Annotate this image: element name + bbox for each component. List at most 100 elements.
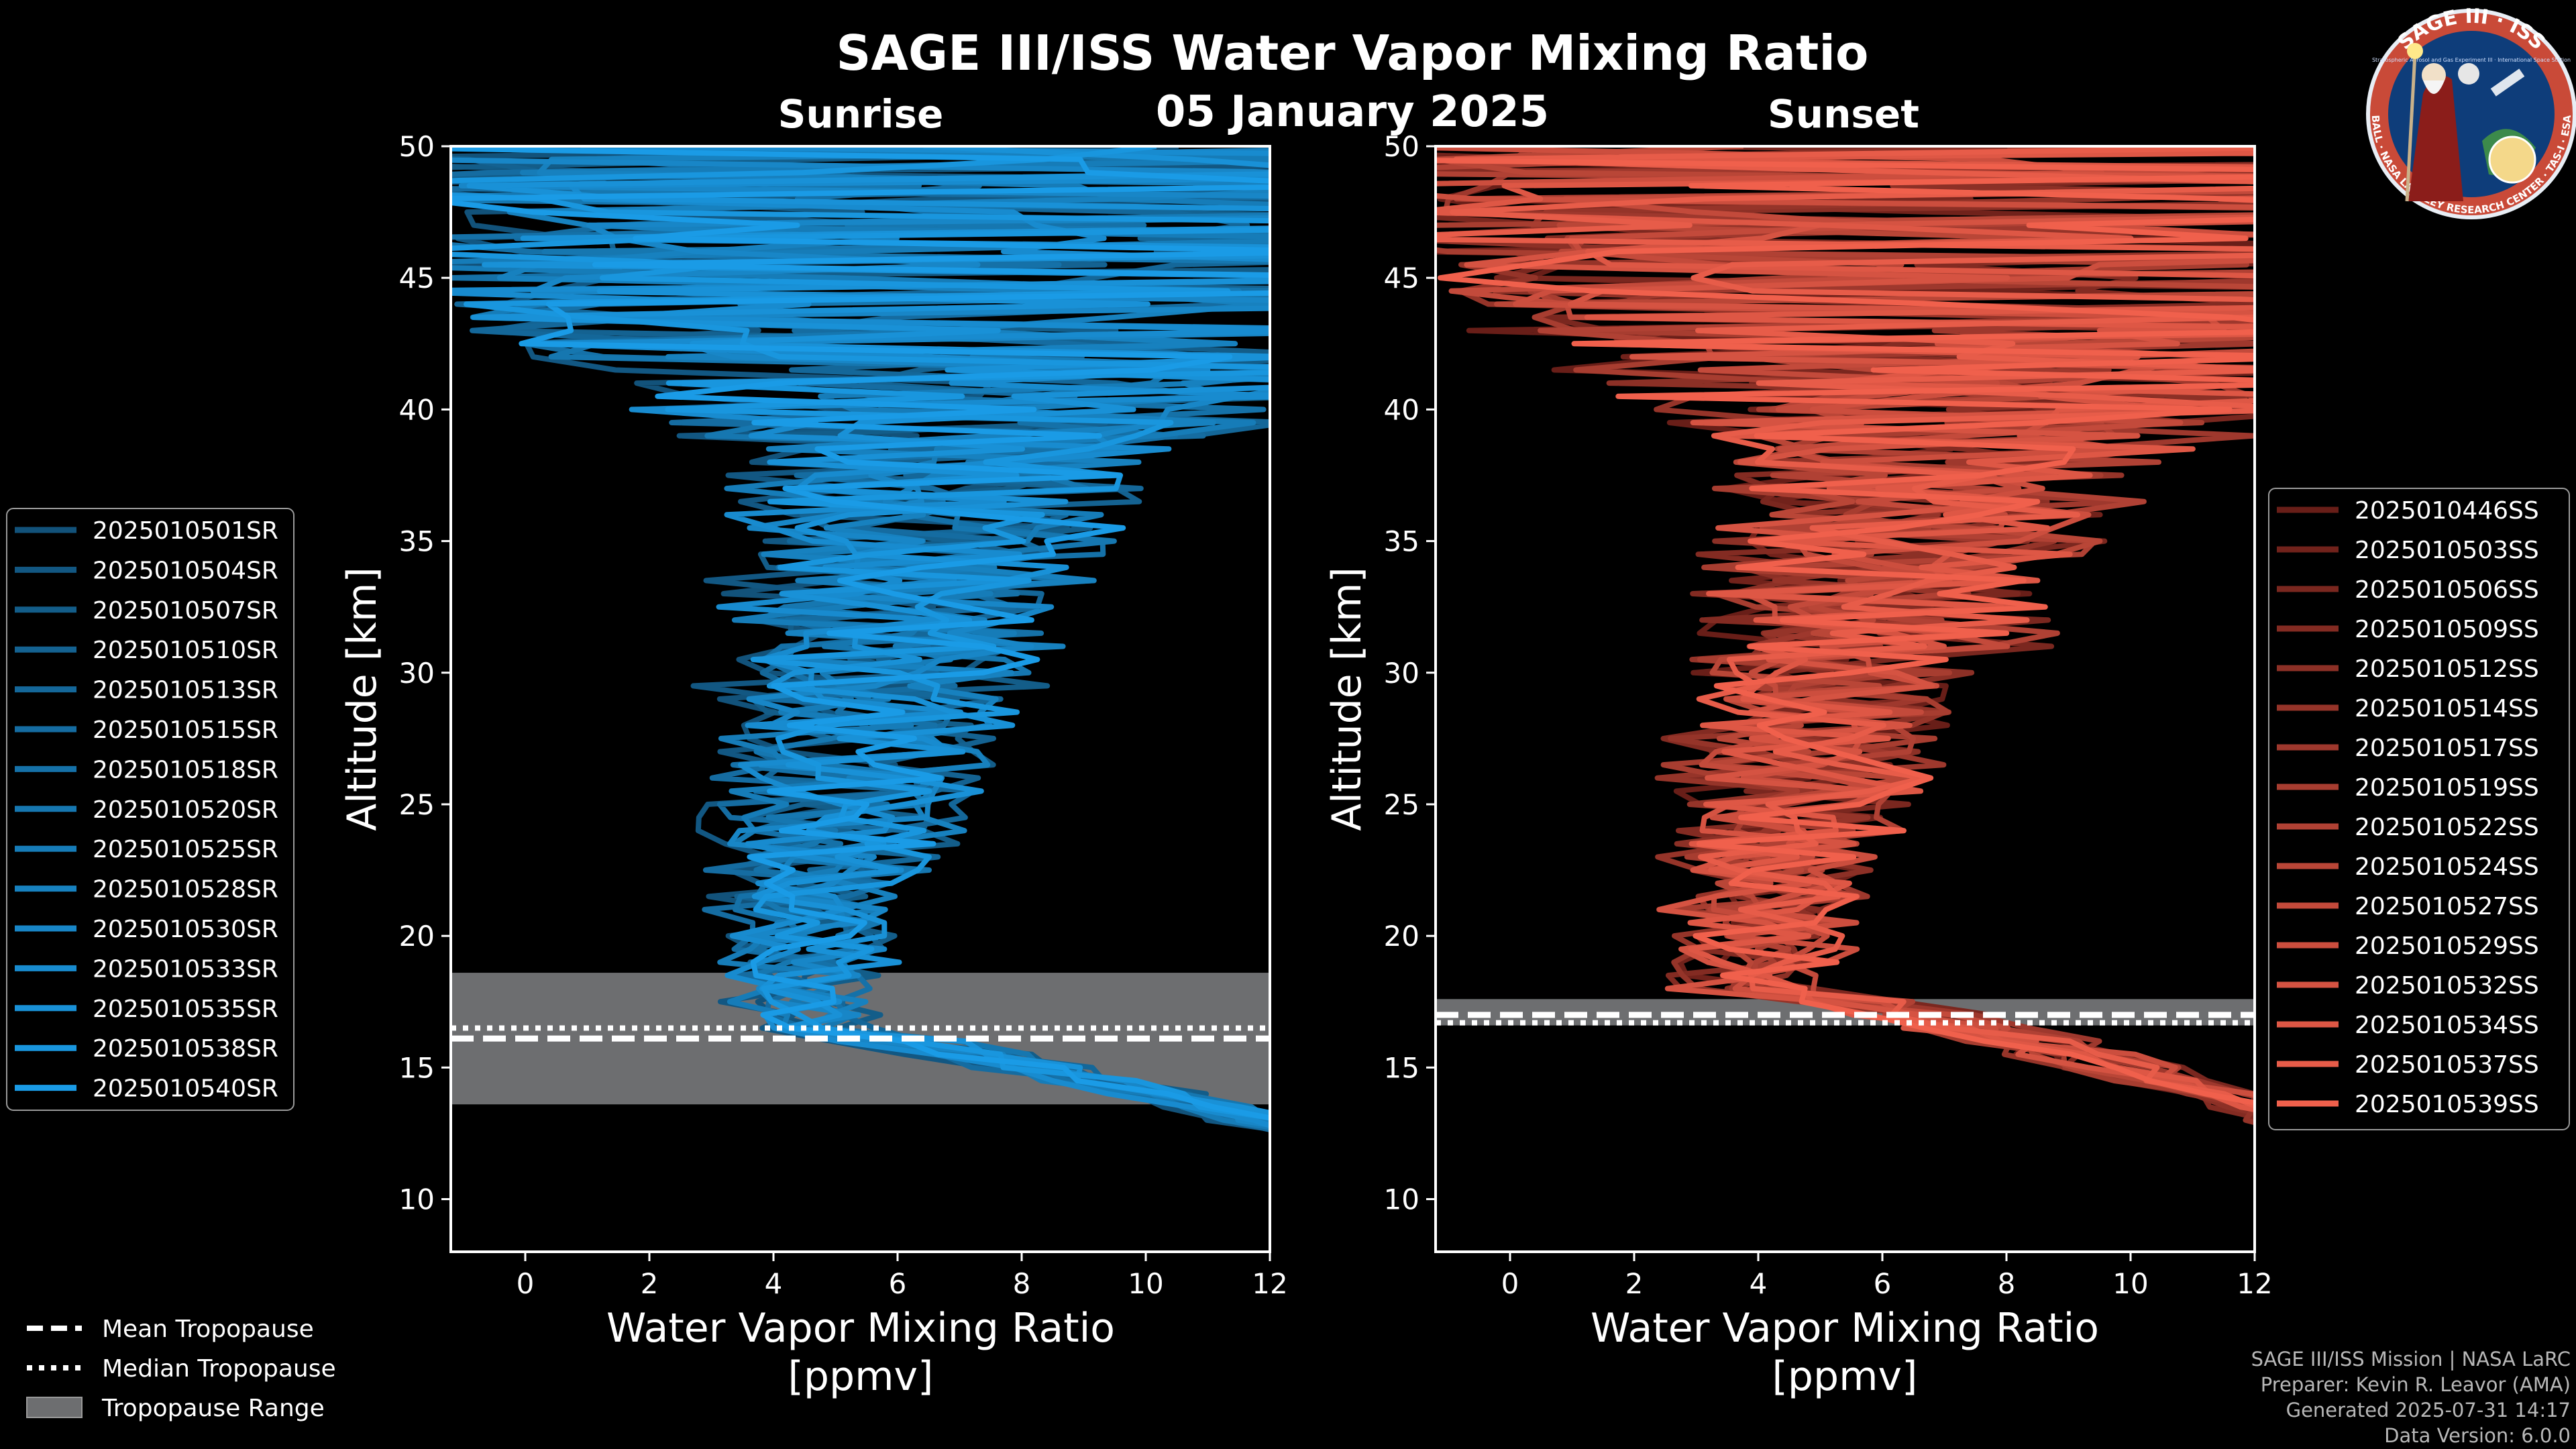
legend-label-2025010539SS: 2025010539SS (2355, 1091, 2539, 1118)
sunset-ytick-label: 45 (1384, 262, 1419, 294)
legend-label-2025010530SR: 2025010530SR (93, 916, 278, 943)
sunrise-xtick-label: 2 (641, 1267, 659, 1300)
chart-title: SAGE III/ISS Water Vapor Mixing Ratio (836, 25, 1868, 81)
badge-figure-beard (2423, 80, 2445, 94)
sunset-ylabel: Altitude [km] (1324, 567, 1371, 831)
legend-label-2025010518SR: 2025010518SR (93, 756, 278, 784)
legend-label-2025010513SR: 2025010513SR (93, 677, 278, 704)
legend-label-2025010510SR: 2025010510SR (93, 637, 278, 664)
sunrise-xtick-label: 4 (765, 1267, 783, 1300)
badge-moon (2458, 63, 2479, 85)
legend-range-swatch (26, 1397, 83, 1418)
legend-label-2025010446SS: 2025010446SS (2355, 497, 2539, 525)
badge-staff (2405, 53, 2417, 202)
sunrise-ytick-label: 40 (399, 393, 435, 426)
footer-generated: Generated 2025-07-31 14:17 (2286, 1399, 2571, 1421)
sunset-ticks: 0 2 4 6 8 10 12 10 15 20 25 30 35 40 45 50 (1384, 130, 2273, 1300)
badge-robe-figure (2408, 75, 2463, 201)
legend-label-2025010507SR: 2025010507SR (93, 597, 278, 625)
legend-label-2025010515SR: 2025010515SR (93, 716, 278, 744)
tropopause-legend: Mean Tropopause Median Tropopause Tropop… (26, 1316, 336, 1422)
sunrise-ytick-label: 35 (399, 525, 435, 558)
sunrise-axes-frame (449, 145, 1271, 1253)
sunset-ytick-label: 50 (1384, 130, 1419, 163)
legend-mean-label: Mean Tropopause (102, 1316, 314, 1343)
sunset-ytick-label: 25 (1384, 788, 1419, 821)
series-line-2025010537SS (1436, 146, 2255, 1109)
sunrise-ytick-label: 15 (399, 1051, 435, 1084)
badge-staff-orb (2407, 43, 2423, 59)
sunset-tropopause-lines (1436, 1012, 2255, 1026)
legend-label-2025010525SR: 2025010525SR (93, 836, 278, 863)
sunrise-ticks: 0 2 4 6 8 10 12 10 15 20 25 30 35 40 45 50 (399, 130, 1288, 1300)
sunrise-ytick-label: 45 (399, 262, 435, 294)
legend-label-2025010514SS: 2025010514SS (2355, 695, 2539, 722)
sunset-xtick-label: 8 (1998, 1267, 2016, 1300)
sunset-xtick-label: 6 (1874, 1267, 1892, 1300)
legend-label-2025010501SR: 2025010501SR (93, 517, 278, 545)
legend-median-label: Median Tropopause (102, 1355, 336, 1383)
legend-label-2025010529SS: 2025010529SS (2355, 932, 2539, 960)
legend-label-2025010517SS: 2025010517SS (2355, 735, 2539, 762)
sunrise-ytick-label: 25 (399, 788, 435, 821)
sunset-legend-frame (2268, 488, 2570, 1130)
sunrise-xtick-label: 8 (1013, 1267, 1031, 1300)
sunrise-panel-title: Sunrise (778, 91, 944, 137)
badge-iss-station (2490, 68, 2525, 97)
sunrise-profile-lines (451, 146, 1270, 1132)
sunset-xtick-label: 2 (1625, 1267, 1644, 1300)
badge-subtitle: Stratospheric Aerosol and Gas Experiment… (2372, 57, 2571, 63)
legend-label-2025010534SS: 2025010534SS (2355, 1012, 2539, 1039)
legend-label-2025010512SS: 2025010512SS (2355, 655, 2539, 683)
sunrise-xunit: [ppmv] (788, 1353, 934, 1400)
chart-date: 05 January 2025 (1156, 87, 1549, 137)
series-line-2025010540SR (451, 146, 1270, 1121)
footer-preparer: Preparer: Kevin R. Leavor (AMA) (2261, 1373, 2571, 1396)
sunrise-ylabel: Altitude [km] (339, 567, 386, 831)
sunset-xtick-label: 10 (2112, 1267, 2148, 1300)
sunrise-ytick-label: 50 (399, 130, 435, 163)
footer-mission: SAGE III/ISS Mission | NASA LaRC (2251, 1348, 2571, 1371)
sunrise-ytick-label: 10 (399, 1183, 435, 1216)
sunset-ytick-label: 35 (1384, 525, 1419, 558)
sunrise-legend-frame (6, 508, 294, 1111)
sunrise-tropopause-lines (451, 1025, 1270, 1042)
series-line-2025010538SR (451, 146, 1270, 1121)
sunset-ytick-label: 40 (1384, 393, 1419, 426)
legend-label-2025010504SR: 2025010504SR (93, 557, 278, 584)
legend-label-2025010506SS: 2025010506SS (2355, 576, 2539, 604)
sunset-ytick-label: 30 (1384, 657, 1419, 690)
legend-label-2025010537SS: 2025010537SS (2355, 1051, 2539, 1079)
sunrise-xtick-label: 0 (517, 1267, 535, 1300)
series-line-2025010539SS (1436, 158, 2255, 1106)
legend-label-2025010535SR: 2025010535SR (93, 996, 278, 1023)
sunset-ytick-label: 10 (1384, 1183, 1419, 1216)
legend-label-2025010540SR: 2025010540SR (93, 1075, 278, 1103)
sage-mission-badge: SAGE III · ISS BALL · NASA LANGLEY RESEA… (2366, 5, 2576, 219)
legend-label-2025010522SS: 2025010522SS (2355, 814, 2539, 841)
sunrise-ytick-label: 20 (399, 920, 435, 953)
legend-label-2025010509SS: 2025010509SS (2355, 616, 2539, 643)
legend-label-2025010519SS: 2025010519SS (2355, 774, 2539, 802)
sunrise-xtick-label: 10 (1128, 1267, 1163, 1300)
series-line-2025010529SS (1436, 146, 2255, 1099)
sunrise-plot-area: 0 2 4 6 8 10 12 10 15 20 25 30 35 40 45 50 (399, 130, 1288, 1300)
sunset-xlabel: Water Vapor Mixing Ratio (1591, 1305, 2099, 1352)
sunset-xtick-label: 12 (2237, 1267, 2272, 1300)
sunrise-xtick-label: 6 (889, 1267, 907, 1300)
sunset-ytick-label: 20 (1384, 920, 1419, 953)
sunset-ytick-label: 15 (1384, 1051, 1419, 1084)
badge-rim (2366, 9, 2576, 219)
footer-credits: SAGE III/ISS Mission | NASA LaRC Prepare… (2251, 1348, 2571, 1447)
sunset-legend: 2025010446SS 2025010503SS 2025010506SS 2025… (2268, 488, 2570, 1130)
sunrise-xlabel: Water Vapor Mixing Ratio (606, 1305, 1115, 1352)
badge-sun (2488, 136, 2536, 184)
legend-label-2025010527SS: 2025010527SS (2355, 893, 2539, 920)
sunset-xtick-label: 4 (1750, 1267, 1768, 1300)
legend-label-2025010524SS: 2025010524SS (2355, 853, 2539, 881)
sunset-xunit: [ppmv] (1772, 1353, 1918, 1400)
sunrise-ytick-label: 30 (399, 657, 435, 690)
legend-label-2025010528SR: 2025010528SR (93, 876, 278, 904)
legend-label-2025010538SR: 2025010538SR (93, 1035, 278, 1063)
legend-label-2025010532SS: 2025010532SS (2355, 972, 2539, 1000)
